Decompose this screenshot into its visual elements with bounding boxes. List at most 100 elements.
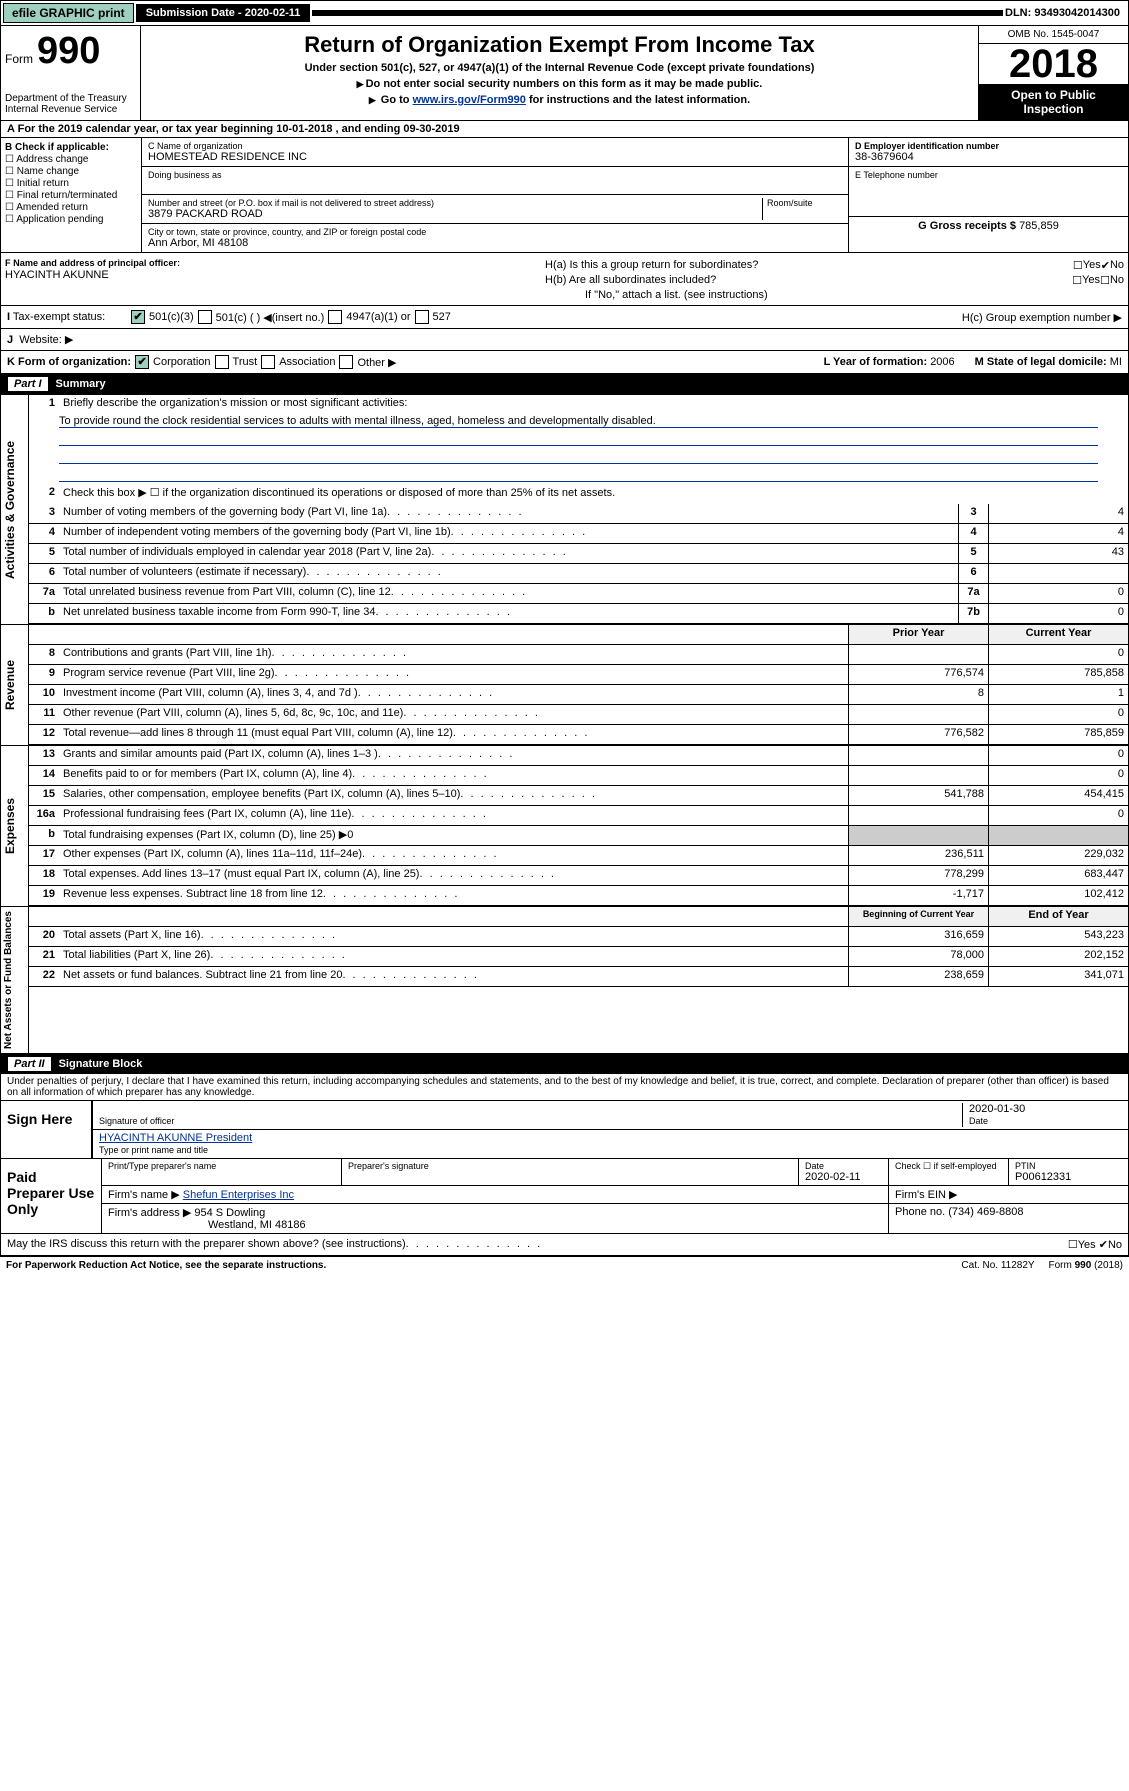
officer-name: HYACINTH AKUNNE [5, 269, 109, 281]
discuss-no-check[interactable]: ✔ [1099, 1239, 1108, 1251]
paid-preparer-label: Paid Preparer Use Only [1, 1159, 101, 1233]
ha-label: H(a) Is this a group return for subordin… [545, 259, 1073, 272]
check-4947[interactable] [328, 310, 342, 324]
check-address-change[interactable]: ☐ Address change [5, 154, 137, 165]
dba-label: Doing business as [148, 170, 842, 180]
check-501c[interactable] [198, 310, 212, 324]
check-527[interactable] [415, 310, 429, 324]
row-a-text: For the 2019 calendar year, or tax year … [18, 123, 460, 135]
summary-row: 11Other revenue (Part VIII, column (A), … [29, 705, 1128, 725]
sub3-pre: Go to [381, 94, 413, 106]
addr-label: Number and street (or P.O. box if mail i… [148, 198, 762, 208]
summary-row: 8Contributions and grants (Part VIII, li… [29, 645, 1128, 665]
discuss-row: May the IRS discuss this return with the… [1, 1234, 1128, 1256]
summary-row: 15Salaries, other compensation, employee… [29, 786, 1128, 806]
gov-row: 6Total number of volunteers (estimate if… [29, 564, 1128, 584]
firm-addr: 954 S Dowling [194, 1207, 265, 1219]
check-501c3[interactable]: ✔ [131, 310, 145, 324]
summary-row: 12Total revenue—add lines 8 through 11 (… [29, 725, 1128, 745]
firm-phone: (734) 469-8808 [948, 1206, 1023, 1218]
gross-receipts: G Gross receipts $ 785,859 [849, 217, 1128, 235]
city-label: City or town, state or province, country… [148, 227, 842, 237]
part1-title: Summary [56, 378, 106, 390]
check-trust[interactable] [215, 355, 229, 369]
check-amended[interactable]: ☐ Amended return [5, 202, 137, 213]
check-initial-return[interactable]: ☐ Initial return [5, 178, 137, 189]
row-k: K Form of organization: ✔Corporation Tru… [0, 351, 1129, 374]
summary-row: 9Program service revenue (Part VIII, lin… [29, 665, 1128, 685]
begin-year-hdr: Beginning of Current Year [848, 907, 988, 926]
sig-officer-label: Signature of officer [99, 1116, 174, 1126]
check-application-pending[interactable]: ☐ Application pending [5, 214, 137, 225]
row-i-j: I Tax-exempt status: ✔501(c)(3) 501(c) (… [0, 306, 1129, 329]
box-d-e-g: D Employer identification number 38-3679… [848, 138, 1128, 252]
expenses-section: Expenses 13Grants and similar amounts pa… [0, 746, 1129, 907]
dln: DLN: 93493042014300 [1005, 7, 1128, 19]
form-title: Return of Organization Exempt From Incom… [147, 32, 972, 58]
summary-row: bTotal fundraising expenses (Part IX, co… [29, 826, 1128, 846]
check-final-return[interactable]: ☐ Final return/terminated [5, 190, 137, 201]
city-state-zip: Ann Arbor, MI 48108 [148, 237, 248, 249]
firm-name: Shefun Enterprises Inc [183, 1189, 294, 1201]
gov-row: 7aTotal unrelated business revenue from … [29, 584, 1128, 604]
signature-area: Sign Here Signature of officer 2020-01-3… [0, 1101, 1129, 1257]
line2-text: Check this box ▶ ☐ if the organization d… [59, 484, 1128, 504]
check-name-change[interactable]: ☐ Name change [5, 166, 137, 177]
hc-label: H(c) Group exemption number ▶ [962, 311, 1122, 324]
paperwork-notice: For Paperwork Reduction Act Notice, see … [6, 1260, 326, 1271]
part2-title: Signature Block [59, 1058, 143, 1070]
part2-header: Part II Signature Block [0, 1054, 1129, 1074]
org-name-label: C Name of organization [148, 141, 842, 151]
department: Department of the Treasury Internal Reve… [5, 93, 136, 115]
current-year-hdr: Current Year [988, 625, 1128, 644]
vtab-netassets: Net Assets or Fund Balances [1, 907, 29, 1053]
check-corporation[interactable]: ✔ [135, 355, 149, 369]
revenue-section: Revenue Prior Year Current Year 8Contrib… [0, 625, 1129, 746]
website-label: Website: ▶ [19, 333, 73, 346]
phone-label: E Telephone number [855, 170, 1122, 180]
box-b-heading: B Check if applicable: [5, 142, 137, 153]
form-number: 990 [37, 30, 100, 73]
form990-link[interactable]: www.irs.gov/Form990 [413, 94, 526, 106]
summary-row: 21Total liabilities (Part X, line 26) 78… [29, 947, 1128, 967]
officer-printed-name: HYACINTH AKUNNE President [99, 1132, 252, 1144]
submission-date: Submission Date - 2020-02-11 [136, 4, 311, 22]
row-j: J Website: ▶ [0, 329, 1129, 351]
hb-note: If "No," attach a list. (see instruction… [545, 289, 1124, 301]
gov-row: 3Number of voting members of the governi… [29, 504, 1128, 524]
prep-name-label: Print/Type preparer's name [108, 1161, 335, 1171]
page-footer: For Paperwork Reduction Act Notice, see … [0, 1257, 1129, 1274]
prep-date: 2020-02-11 [805, 1171, 860, 1183]
vtab-governance: Activities & Governance [1, 395, 29, 624]
section-b-c-d-e: B Check if applicable: ☐ Address change … [0, 138, 1129, 253]
ein-label: D Employer identification number [855, 141, 1122, 151]
firm-ein-label: Firm's EIN ▶ [888, 1186, 1128, 1203]
summary-row: 18Total expenses. Add lines 13–17 (must … [29, 866, 1128, 886]
form-header: Form 990 Department of the Treasury Inte… [0, 26, 1129, 121]
prior-year-hdr: Prior Year [848, 625, 988, 644]
part1-num: Part I [8, 377, 48, 391]
summary-row: 10Investment income (Part VIII, column (… [29, 685, 1128, 705]
efile-button[interactable]: efile GRAPHIC print [3, 3, 134, 23]
gov-row: bNet unrelated business taxable income f… [29, 604, 1128, 624]
summary-row: 13Grants and similar amounts paid (Part … [29, 746, 1128, 766]
mission-label: Briefly describe the organization's miss… [59, 395, 1128, 415]
check-association[interactable] [261, 355, 275, 369]
check-other[interactable] [339, 355, 353, 369]
spacer-bar [312, 10, 1003, 16]
tax-status-label: Tax-exempt status: [13, 311, 105, 323]
mission-text: To provide round the clock residential s… [59, 415, 1098, 428]
ha-no-check[interactable]: ✔ [1101, 259, 1110, 272]
sub3-post: for instructions and the latest informat… [529, 94, 750, 106]
open-to-public: Open to Public Inspection [979, 84, 1128, 120]
hb-label: H(b) Are all subordinates included? [545, 274, 1072, 287]
prep-self-employed[interactable]: Check ☐ if self-employed [888, 1159, 1008, 1185]
box-b: B Check if applicable: ☐ Address change … [1, 138, 141, 252]
gov-row: 5Total number of individuals employed in… [29, 544, 1128, 564]
sign-here-label: Sign Here [1, 1101, 91, 1158]
summary-row: 17Other expenses (Part IX, column (A), l… [29, 846, 1128, 866]
street-address: 3879 PACKARD ROAD [148, 208, 263, 220]
form-label: Form [5, 52, 33, 66]
row-a-tax-year: A For the 2019 calendar year, or tax yea… [0, 121, 1129, 138]
firm-city: Westland, MI 48186 [108, 1219, 306, 1231]
